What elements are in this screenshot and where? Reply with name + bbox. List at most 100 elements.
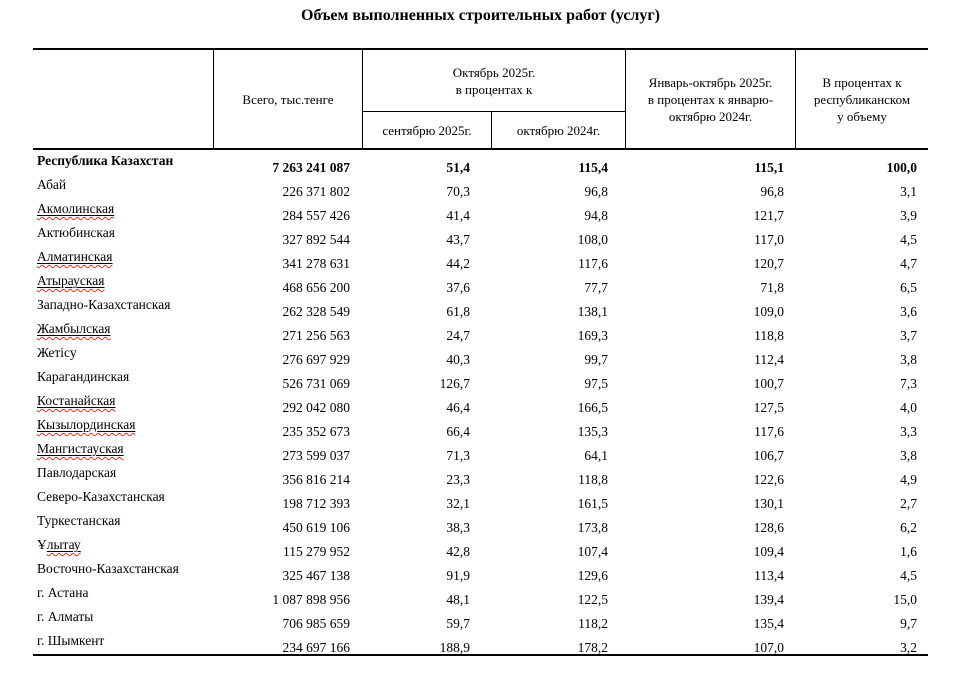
region-name: Жамбылская [37,321,111,336]
region-name: г. Шымкент [37,633,105,648]
region-name: Западно-Казахстанская [37,297,171,312]
pct-jan-october-value: 120,7 [753,256,784,271]
pct-to-october-value: 161,5 [577,496,608,511]
header-october-group: Октябрь 2025г. в процентах к сентябрю 20… [362,50,625,148]
pct-to-september-value: 126,7 [439,376,470,391]
pct-jan-october-value: 118,8 [754,328,784,343]
pct-to-september-value: 43,7 [446,232,470,247]
total-value: 262 328 549 [282,304,351,319]
pct-jan-october-value: 115,1 [754,160,784,175]
region-name: Абай [37,177,67,192]
pct-to-september-value: 70,3 [446,184,470,199]
table-row: Северо-Казахстанская 198 712 393 32,1 16… [33,486,928,511]
share-value: 2,7 [900,496,917,511]
pct-to-september-value: 46,4 [446,400,470,415]
table-row: Мангистауская 273 599 037 71,3 64,1 106,… [33,438,928,463]
total-value: 273 599 037 [282,448,351,463]
pct-to-october-value: 118,8 [578,472,608,487]
total-value: 115 279 952 [283,544,350,559]
pct-jan-october-value: 106,7 [753,448,784,463]
region-name: Восточно-Казахстанская [37,561,179,576]
region-name: Туркестанская [37,513,121,528]
region-name: Павлодарская [37,465,117,480]
table-row: г. Астана 1 087 898 956 48,1 122,5 139,4… [33,582,928,607]
pct-to-september-value: 41,4 [446,208,470,223]
table-row: Актюбинская 327 892 544 43,7 108,0 117,0… [33,222,928,247]
pct-to-october-value: 169,3 [577,328,608,343]
total-value: 706 985 659 [282,616,351,631]
table-row: Павлодарская 356 816 214 23,3 118,8 122,… [33,462,928,487]
total-value: 235 352 673 [282,424,351,439]
share-value: 3,6 [900,304,917,319]
table-row: г. Алматы 706 985 659 59,7 118,2 135,4 9… [33,606,928,631]
pct-jan-october-value: 112,4 [754,352,784,367]
pct-to-october-value: 178,2 [577,640,608,655]
share-value: 3,7 [900,328,917,343]
total-value: 292 042 080 [282,400,351,415]
pct-jan-october-value: 117,0 [754,232,784,247]
header-january-october-percent: Январь-октябрь 2025г. в процентах к янва… [625,50,795,148]
total-value: 327 892 544 [282,232,351,247]
region-name: Атырауская [37,273,105,288]
region-name: Мангистауская [37,441,124,456]
total-value: 526 731 069 [282,376,351,391]
pct-to-september-value: 37,6 [446,280,470,295]
total-value: 276 697 929 [282,352,351,367]
total-value: 325 467 138 [282,568,351,583]
pct-to-october-value: 129,6 [577,568,608,583]
pct-to-october-value: 118,2 [578,616,608,631]
total-value: 450 619 106 [282,520,351,535]
region-name: Северо-Казахстанская [37,489,165,504]
pct-jan-october-value: 100,7 [753,376,784,391]
pct-to-september-value: 188,9 [439,640,470,655]
table-body: Республика Казахстан 7 263 241 087 51,4 … [33,150,928,656]
share-value: 3,1 [900,184,917,199]
table-header: Всего, тыс.тенге Октябрь 2025г. в процен… [33,48,928,150]
pct-jan-october-value: 107,0 [753,640,784,655]
total-value: 341 278 631 [282,256,351,271]
share-value: 6,5 [900,280,917,295]
region-name: Акмолинская [37,201,115,216]
pct-to-october-value: 94,8 [584,208,608,223]
table-row: Алматинская 341 278 631 44,2 117,6 120,7… [33,246,928,271]
region-name: Ұлытау [37,537,81,552]
pct-jan-october-value: 117,6 [754,424,784,439]
pct-to-october-value: 135,3 [577,424,608,439]
share-value: 6,2 [900,520,917,535]
region-name: Жетісу [37,345,77,360]
header-region-column [33,50,213,148]
header-share-of-republic: В процентах к республиканском у объему [795,50,928,148]
pct-jan-october-value: 113,4 [754,568,784,583]
pct-jan-october-value: 130,1 [753,496,784,511]
pct-to-september-value: 40,3 [446,352,470,367]
table-row: Ұлытау 115 279 952 42,8 107,4 109,4 1,6 [33,534,928,559]
pct-to-september-value: 48,1 [446,592,470,607]
share-value: 4,5 [900,232,917,247]
pct-to-october-value: 138,1 [577,304,608,319]
pct-to-september-value: 51,4 [446,160,470,175]
pct-to-october-value: 107,4 [577,544,608,559]
pct-jan-october-value: 139,4 [753,592,784,607]
pct-to-september-value: 38,3 [446,520,470,535]
pct-jan-october-value: 109,4 [753,544,784,559]
region-name: г. Астана [37,585,89,600]
pct-to-october-value: 117,6 [578,256,608,271]
pct-to-october-value: 99,7 [584,352,608,367]
pct-to-september-value: 61,8 [446,304,470,319]
pct-to-october-value: 97,5 [584,376,608,391]
pct-to-september-value: 24,7 [446,328,470,343]
total-value: 234 697 166 [282,640,351,655]
share-value: 4,7 [900,256,917,271]
share-value: 4,9 [900,472,917,487]
share-value: 7,3 [900,376,917,391]
header-total-tenge: Всего, тыс.тенге [213,50,362,148]
share-value: 3,2 [900,640,917,655]
header-october-subcolumns: сентябрю 2025г. октябрю 2024г. [363,112,625,148]
pct-to-october-value: 64,1 [584,448,608,463]
share-value: 3,8 [900,448,917,463]
table-row: Жетісу 276 697 929 40,3 99,7 112,4 3,8 [33,342,928,367]
header-to-september-2025: сентябрю 2025г. [382,122,472,138]
table-row: Акмолинская 284 557 426 41,4 94,8 121,7 … [33,198,928,223]
document-title: Объем выполненных строительных работ (ус… [301,7,660,24]
